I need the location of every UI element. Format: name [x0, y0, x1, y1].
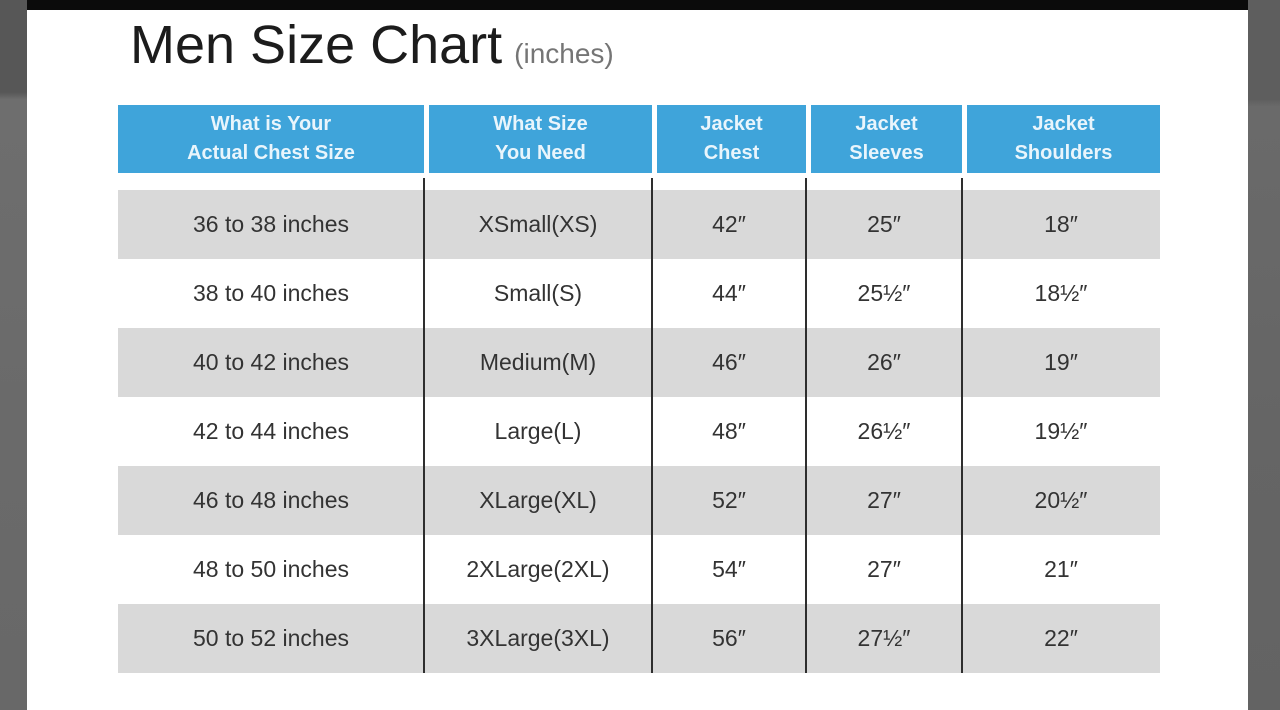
- header-jacket-chest: Jacket Chest: [652, 105, 806, 173]
- header-line: Jacket: [1032, 113, 1095, 135]
- cell-jacket-shoulders: 19½″: [1034, 418, 1088, 444]
- header-line: Shoulders: [1014, 142, 1113, 164]
- table-header-row: What is Your Actual Chest Size What Size…: [118, 105, 1160, 173]
- header-jacket-sleeves: Jacket Sleeves: [806, 105, 962, 173]
- cell-jacket-chest: 46″: [712, 349, 746, 375]
- cell-jacket-shoulders: 21″: [1044, 556, 1078, 582]
- right-letterbox-bar: [1248, 0, 1280, 710]
- cell-size: Small(S): [493, 280, 583, 306]
- page-title: Men Size Chart: [130, 15, 503, 75]
- cell-size: Medium(M): [479, 349, 597, 375]
- cell-jacket-chest: 42″: [712, 211, 746, 237]
- table-row: 40 to 42 inches Medium(M) 46″ 26″ 19″: [118, 328, 1160, 397]
- header-line: What Size: [493, 113, 588, 135]
- header-line: You Need: [495, 142, 586, 164]
- cell-jacket-sleeves: 25½″: [857, 280, 911, 306]
- cell-jacket-shoulders: 22″: [1044, 625, 1078, 651]
- cell-jacket-chest: 44″: [712, 280, 746, 306]
- cell-size: 3XLarge(3XL): [466, 625, 610, 651]
- table-row: 50 to 52 inches 3XLarge(3XL) 56″ 27½″ 22…: [118, 604, 1160, 673]
- cell-chest-range: 42 to 44 inches: [192, 418, 349, 444]
- cell-size: Large(L): [494, 418, 582, 444]
- table-row: 36 to 38 inches XSmall(XS) 42″ 25″ 18″: [118, 190, 1160, 259]
- table-row: 38 to 40 inches Small(S) 44″ 25½″ 18½″: [118, 259, 1160, 328]
- cell-jacket-sleeves: 27″: [867, 487, 901, 513]
- cell-size: XLarge(XL): [479, 487, 597, 513]
- cell-jacket-sleeves: 26″: [867, 349, 901, 375]
- column-divider: [805, 178, 807, 673]
- cell-chest-range: 46 to 48 inches: [192, 487, 349, 513]
- header-line: Chest: [703, 142, 760, 164]
- header-line: Jacket: [855, 113, 918, 135]
- column-divider: [423, 178, 425, 673]
- cell-jacket-sleeves: 27½″: [857, 625, 911, 651]
- cell-jacket-sleeves: 26½″: [857, 418, 911, 444]
- cell-jacket-shoulders: 18″: [1044, 211, 1078, 237]
- cell-chest-range: 40 to 42 inches: [192, 349, 349, 375]
- cell-jacket-shoulders: 18½″: [1034, 280, 1088, 306]
- cell-chest-range: 38 to 40 inches: [192, 280, 349, 306]
- table-body: 36 to 38 inches XSmall(XS) 42″ 25″ 18″ 3…: [118, 178, 1160, 673]
- table-row: 42 to 44 inches Large(L) 48″ 26½″ 19½″: [118, 397, 1160, 466]
- top-letterbox-strip: [27, 0, 1248, 10]
- header-line: Sleeves: [849, 142, 924, 164]
- title-row: Men Size Chart (inches): [130, 14, 614, 76]
- header-line: Jacket: [700, 113, 763, 135]
- header-line: What is Your: [210, 113, 332, 135]
- cell-size: XSmall(XS): [478, 211, 598, 237]
- cell-jacket-chest: 56″: [712, 625, 746, 651]
- header-line: Actual Chest Size: [187, 142, 355, 164]
- header-size-you-need: What Size You Need: [424, 105, 652, 173]
- cell-chest-range: 36 to 38 inches: [192, 211, 349, 237]
- cell-jacket-chest: 48″: [712, 418, 746, 444]
- table-row: 48 to 50 inches 2XLarge(2XL) 54″ 27″ 21″: [118, 535, 1160, 604]
- page-title-unit: (inches): [514, 38, 614, 69]
- cell-jacket-sleeves: 25″: [867, 211, 901, 237]
- column-divider: [651, 178, 653, 673]
- cell-jacket-shoulders: 20½″: [1034, 487, 1088, 513]
- cell-jacket-chest: 52″: [712, 487, 746, 513]
- cell-jacket-chest: 54″: [712, 556, 746, 582]
- table-row: 46 to 48 inches XLarge(XL) 52″ 27″ 20½″: [118, 466, 1160, 535]
- cell-chest-range: 48 to 50 inches: [192, 556, 349, 582]
- header-actual-chest-size: What is Your Actual Chest Size: [118, 105, 424, 173]
- header-jacket-shoulders: Jacket Shoulders: [962, 105, 1160, 173]
- cell-jacket-shoulders: 19″: [1044, 349, 1078, 375]
- size-chart-table: What is Your Actual Chest Size What Size…: [118, 105, 1160, 673]
- cell-jacket-sleeves: 27″: [867, 556, 901, 582]
- cell-chest-range: 50 to 52 inches: [192, 625, 349, 651]
- left-letterbox-bar: [0, 0, 27, 710]
- column-divider: [961, 178, 963, 673]
- cell-size: 2XLarge(2XL): [466, 556, 610, 582]
